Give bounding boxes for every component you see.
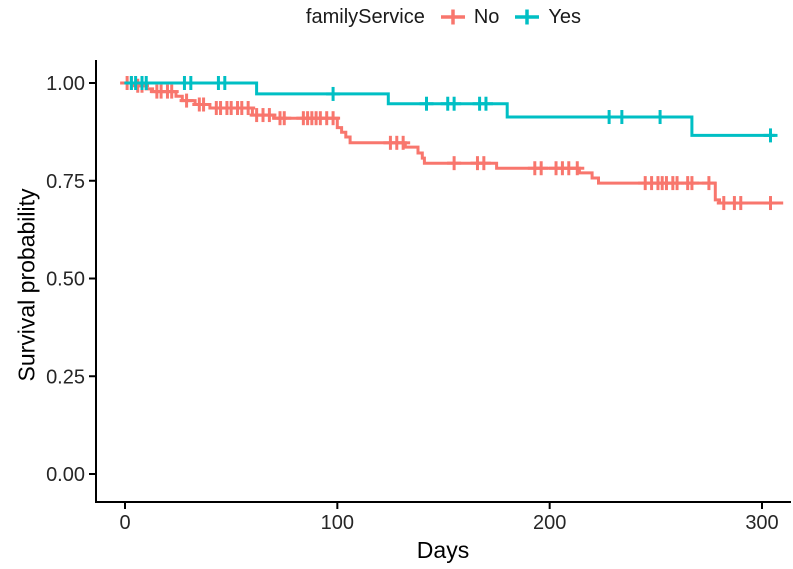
y-tick-label: 1.00 — [46, 73, 85, 95]
y-tick-label: 0.00 — [46, 464, 85, 486]
legend-label-no: No — [473, 5, 500, 28]
plus-line-marker-icon — [440, 9, 465, 25]
legend-entry-yes: Yes — [513, 6, 581, 29]
x-tick-label: 0 — [119, 512, 130, 534]
x-tick-label: 200 — [533, 512, 566, 534]
legend-entry-no: No — [439, 5, 500, 29]
y-tick-label: 0.25 — [46, 366, 85, 388]
legend: familyService No Yes — [96, 0, 791, 34]
plus-line-marker-icon — [515, 9, 540, 25]
x-tick-label: 300 — [745, 512, 778, 534]
x-tick-label: 100 — [321, 512, 354, 534]
y-axis-title: Survival probability — [13, 188, 40, 382]
survival-curve-no — [125, 81, 784, 205]
x-axis-title: Days — [416, 537, 470, 563]
y-tick-label: 0.75 — [46, 171, 85, 193]
legend-label-yes: Yes — [548, 5, 582, 28]
y-tick-label: 0.50 — [46, 269, 85, 291]
legend-title: familyService — [305, 5, 425, 28]
